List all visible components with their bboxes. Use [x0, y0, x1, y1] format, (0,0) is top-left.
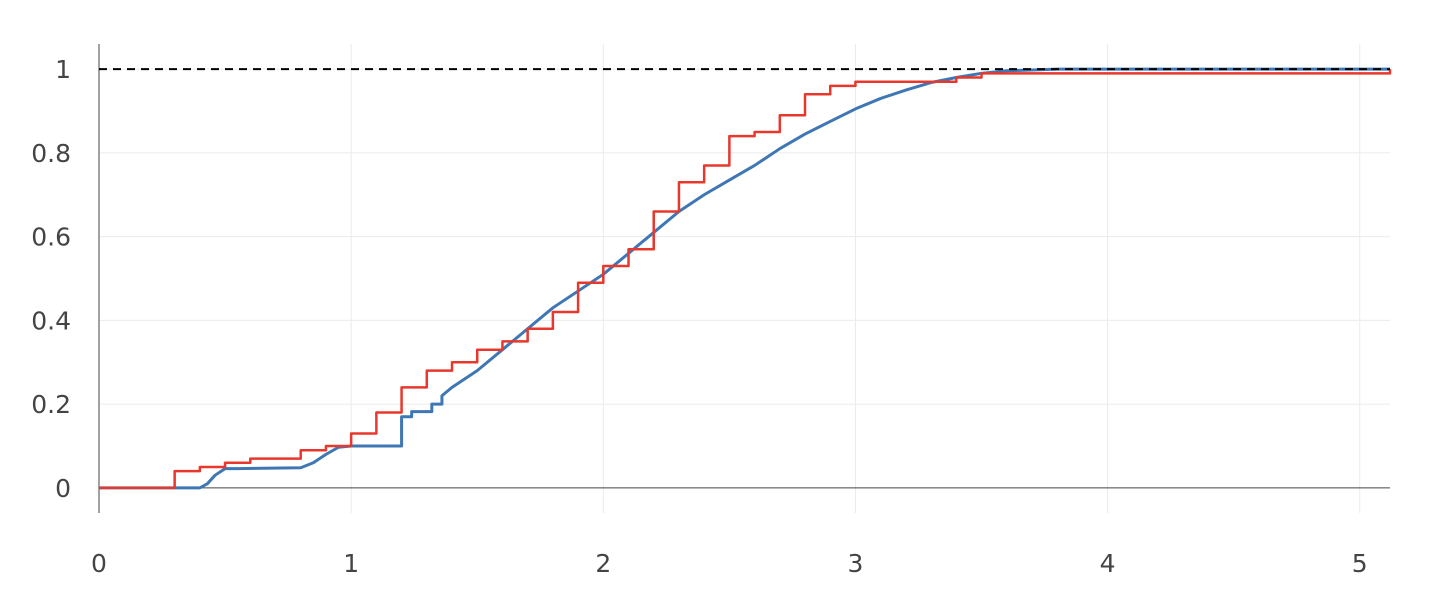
y-tick-label: 0.8: [31, 139, 71, 168]
empirical-cdf-step-line: [99, 69, 1392, 490]
x-tick-label: 5: [1352, 549, 1368, 578]
model-cdf-line: [99, 67, 1390, 490]
x-tick-label: 1: [343, 549, 359, 578]
y-tick-label: 1: [55, 55, 71, 84]
y-tick-label: 0.4: [31, 306, 71, 335]
x-tick-label: 3: [847, 549, 863, 578]
tick-labels: 0 1 2 3 4 5 0 0.2 0.4 0.6 0.8 1: [31, 55, 1367, 578]
x-tick-label: 0: [91, 549, 107, 578]
grid: [99, 44, 1390, 513]
x-tick-label: 2: [595, 549, 611, 578]
y-tick-label: 0.2: [31, 390, 71, 419]
plot-series: [99, 67, 1392, 490]
axes: [98, 44, 1390, 513]
y-tick-label: 0.6: [31, 223, 71, 252]
y-tick-label: 0: [55, 474, 71, 503]
x-tick-label: 4: [1100, 549, 1116, 578]
